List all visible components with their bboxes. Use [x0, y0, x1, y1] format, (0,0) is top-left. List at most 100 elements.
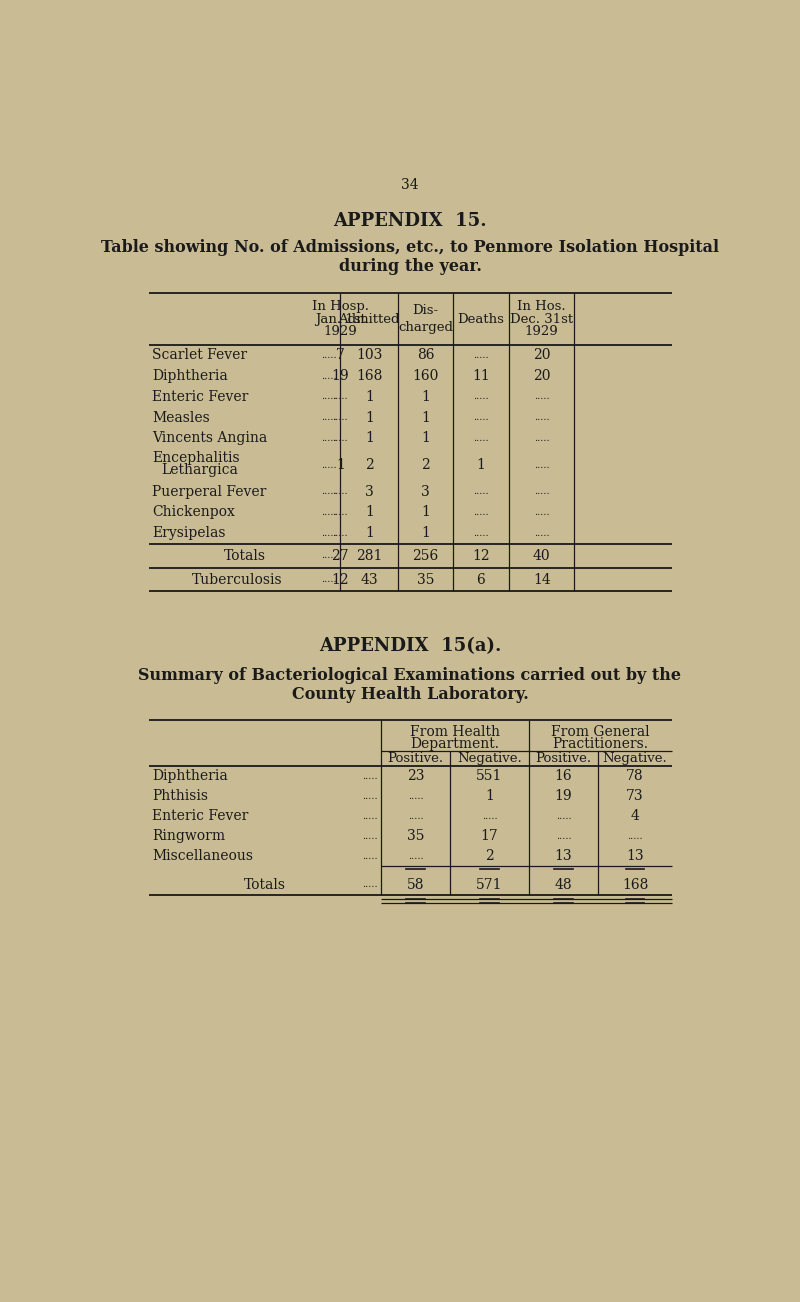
Text: 3: 3 — [421, 484, 430, 499]
Text: 23: 23 — [406, 769, 424, 783]
Text: 1: 1 — [365, 505, 374, 519]
Text: In Hosp.: In Hosp. — [312, 299, 369, 312]
Text: 1: 1 — [365, 410, 374, 424]
Text: 1: 1 — [421, 431, 430, 445]
Text: .....: ..... — [408, 792, 423, 801]
Text: 551: 551 — [476, 769, 502, 783]
Text: 13: 13 — [626, 849, 644, 863]
Text: Dec. 31st: Dec. 31st — [510, 312, 574, 326]
Text: .....: ..... — [362, 852, 378, 861]
Text: Practitioners.: Practitioners. — [552, 737, 648, 751]
Text: Deaths: Deaths — [458, 312, 504, 326]
Text: 1: 1 — [421, 410, 430, 424]
Text: .....: ..... — [333, 413, 348, 422]
Text: 17: 17 — [481, 829, 498, 844]
Text: 281: 281 — [356, 549, 382, 562]
Text: .....: ..... — [333, 529, 348, 538]
Text: 58: 58 — [406, 878, 424, 892]
Text: 34: 34 — [401, 178, 419, 191]
Text: Table showing No. of Admissions, etc., to Penmore Isolation Hospital: Table showing No. of Admissions, etc., t… — [101, 238, 719, 255]
Text: County Health Laboratory.: County Health Laboratory. — [292, 686, 528, 703]
Text: .....: ..... — [333, 434, 348, 443]
Text: Enteric Fever: Enteric Fever — [152, 389, 248, 404]
Text: Enteric Fever: Enteric Fever — [152, 809, 248, 823]
Text: 11: 11 — [472, 368, 490, 383]
Text: .....: ..... — [473, 529, 489, 538]
Text: 2: 2 — [485, 849, 494, 863]
Text: 1: 1 — [421, 526, 430, 540]
Text: 20: 20 — [533, 368, 550, 383]
Text: .....: ..... — [322, 371, 337, 380]
Text: 40: 40 — [533, 549, 550, 562]
Text: .....: ..... — [322, 575, 337, 585]
Text: 4: 4 — [630, 809, 639, 823]
Text: Diphtheria: Diphtheria — [152, 769, 228, 783]
Text: APPENDIX  15.: APPENDIX 15. — [333, 212, 487, 229]
Text: 48: 48 — [554, 878, 572, 892]
Text: Positive.: Positive. — [387, 751, 443, 764]
Text: 1929: 1929 — [525, 326, 558, 339]
Text: Chickenpox: Chickenpox — [152, 505, 235, 519]
Text: .....: ..... — [473, 434, 489, 443]
Text: 1929: 1929 — [323, 326, 357, 339]
Text: 12: 12 — [472, 549, 490, 562]
Text: 12: 12 — [331, 573, 349, 587]
Text: 1: 1 — [421, 389, 430, 404]
Text: Vincents Angina: Vincents Angina — [152, 431, 267, 445]
Text: .....: ..... — [556, 832, 571, 841]
Text: 35: 35 — [406, 829, 424, 844]
Text: In Hos.: In Hos. — [518, 299, 566, 312]
Text: Erysipelas: Erysipelas — [152, 526, 226, 540]
Text: Miscellaneous: Miscellaneous — [152, 849, 253, 863]
Text: 1: 1 — [485, 789, 494, 803]
Text: Totals: Totals — [244, 878, 286, 892]
Text: 35: 35 — [417, 573, 434, 587]
Text: .....: ..... — [362, 792, 378, 801]
Text: Puerperal Fever: Puerperal Fever — [152, 484, 266, 499]
Text: 571: 571 — [476, 878, 502, 892]
Text: Measles: Measles — [152, 410, 210, 424]
Text: .....: ..... — [322, 392, 337, 401]
Text: Encephalitis: Encephalitis — [152, 450, 239, 465]
Text: APPENDIX  15(a).: APPENDIX 15(a). — [319, 638, 501, 655]
Text: .....: ..... — [534, 529, 550, 538]
Text: 2: 2 — [365, 458, 374, 473]
Text: .....: ..... — [322, 487, 337, 496]
Text: Negative.: Negative. — [602, 751, 667, 764]
Text: Dis-: Dis- — [413, 303, 438, 316]
Text: Department.: Department. — [410, 737, 499, 751]
Text: .....: ..... — [333, 392, 348, 401]
Text: 14: 14 — [533, 573, 550, 587]
Text: .....: ..... — [473, 487, 489, 496]
Text: .....: ..... — [534, 413, 550, 422]
Text: From General: From General — [551, 724, 650, 738]
Text: 78: 78 — [626, 769, 644, 783]
Text: 20: 20 — [533, 349, 550, 362]
Text: 19: 19 — [554, 789, 572, 803]
Text: 160: 160 — [412, 368, 438, 383]
Text: Ringworm: Ringworm — [152, 829, 225, 844]
Text: 27: 27 — [331, 549, 349, 562]
Text: during the year.: during the year. — [338, 258, 482, 275]
Text: .....: ..... — [473, 350, 489, 359]
Text: Totals: Totals — [223, 549, 266, 562]
Text: 1: 1 — [477, 458, 486, 473]
Text: 1: 1 — [421, 505, 430, 519]
Text: 1: 1 — [365, 389, 374, 404]
Text: .....: ..... — [362, 772, 378, 781]
Text: 103: 103 — [356, 349, 382, 362]
Text: 1: 1 — [336, 458, 345, 473]
Text: .....: ..... — [627, 832, 643, 841]
Text: .....: ..... — [322, 529, 337, 538]
Text: .....: ..... — [322, 461, 337, 470]
Text: Negative.: Negative. — [457, 751, 522, 764]
Text: .....: ..... — [333, 487, 348, 496]
Text: Positive.: Positive. — [535, 751, 591, 764]
Text: 16: 16 — [554, 769, 572, 783]
Text: 6: 6 — [477, 573, 486, 587]
Text: Diphtheria: Diphtheria — [152, 368, 228, 383]
Text: Phthisis: Phthisis — [152, 789, 208, 803]
Text: 256: 256 — [412, 549, 438, 562]
Text: .....: ..... — [556, 811, 571, 820]
Text: 1: 1 — [365, 431, 374, 445]
